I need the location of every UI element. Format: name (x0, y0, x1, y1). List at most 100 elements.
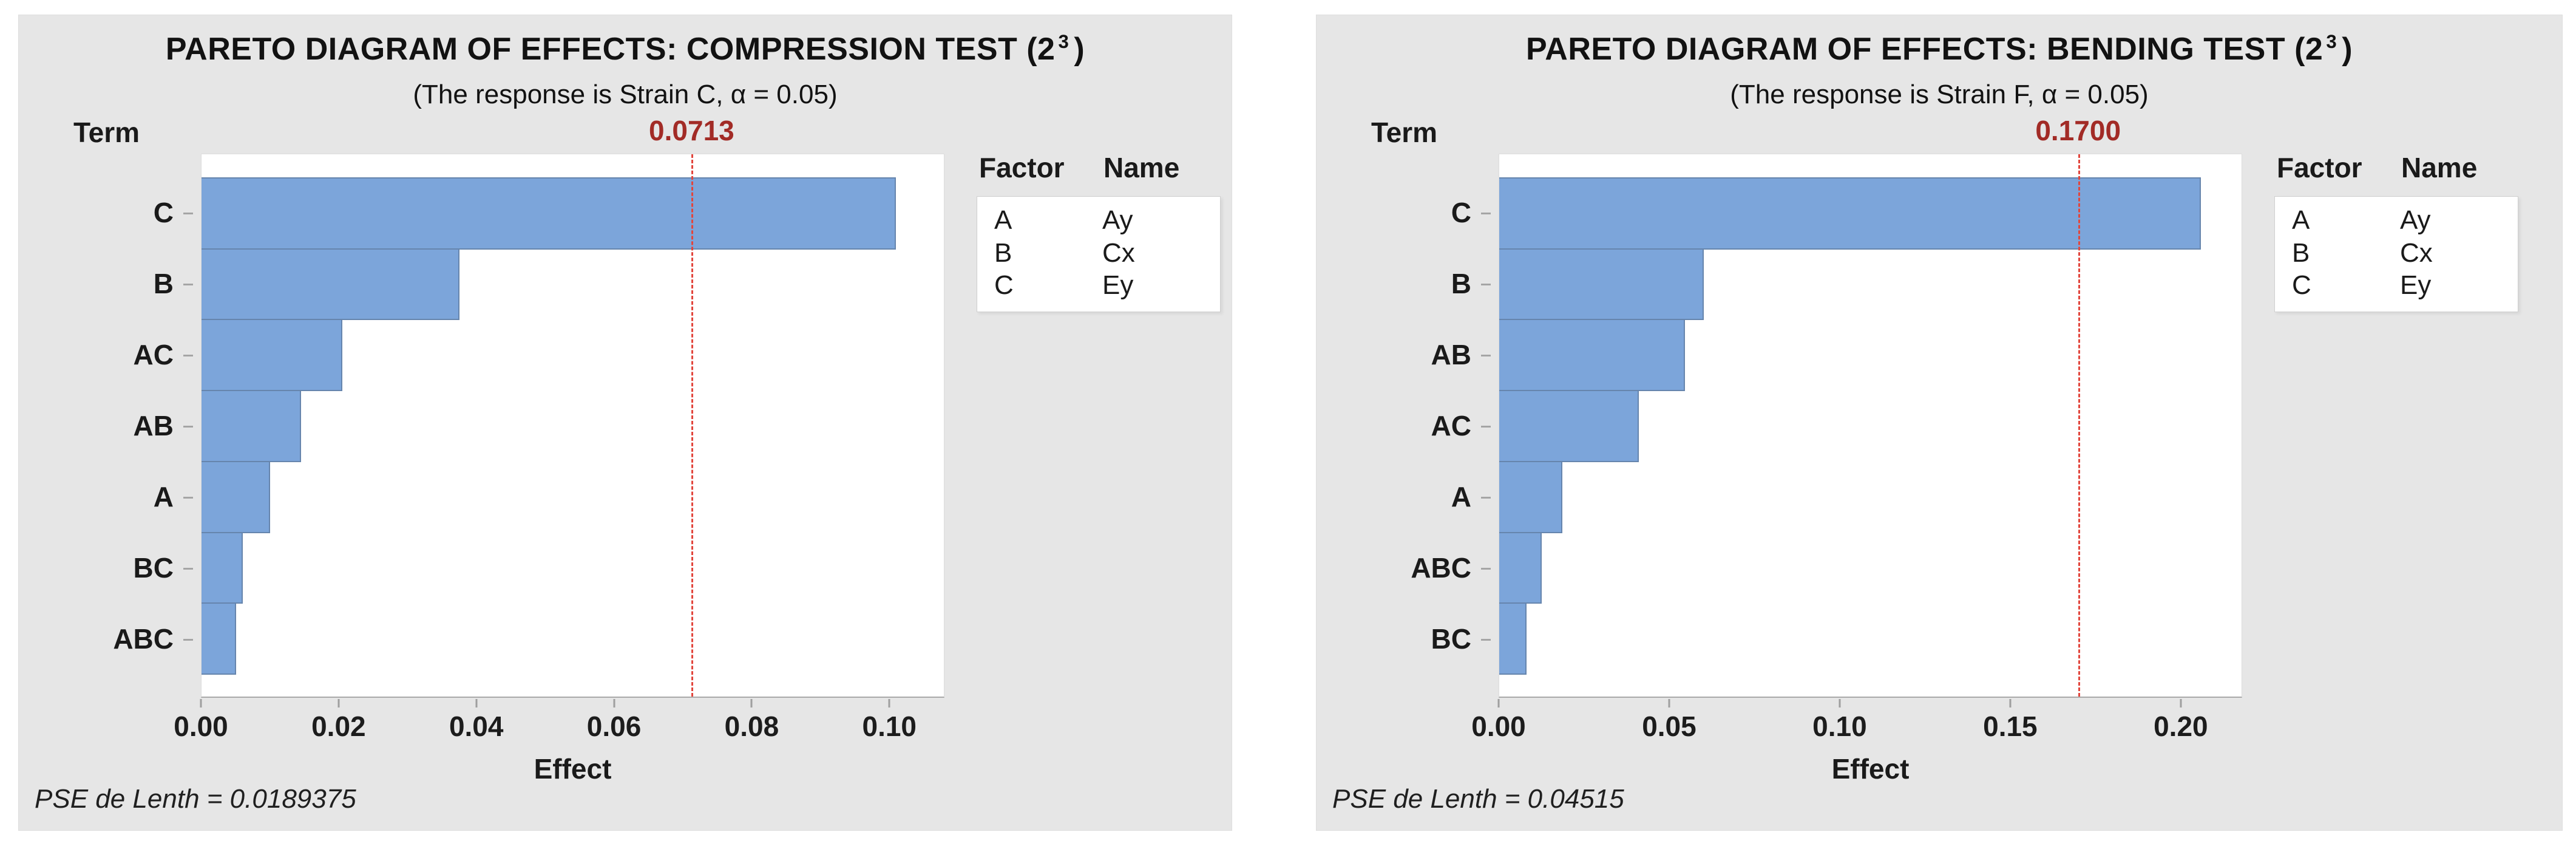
x-ticks: 0.00 0.05 0.10 0.15 0.20 (1471, 699, 2242, 751)
legend-header-name: Name (2401, 152, 2478, 183)
x-ticks: 0.00 0.02 0.04 0.06 0.08 0.10 (174, 699, 944, 751)
y-label-b: B (1350, 248, 1491, 319)
legend-header-factor: Factor (2277, 152, 2362, 183)
legend-header-name: Name (1103, 152, 1180, 183)
x-tick-label: 0.04 (449, 711, 504, 742)
y-label-c: C (1350, 177, 1491, 248)
bar-row (1499, 602, 2242, 675)
bar-ac (1499, 390, 1639, 462)
chart-title-suffix: ) (2342, 32, 2353, 67)
x-tick-label: 0.05 (1642, 711, 1696, 742)
bar-row (1499, 319, 2242, 392)
legend: Factor Name A Ay B Cx C Ey (977, 151, 1239, 313)
x-tick-label: 0.00 (1471, 711, 1526, 742)
chart-title-superscript: 3 (2326, 30, 2337, 52)
legend-headers: Factor Name (2274, 151, 2537, 184)
x-tick-mark (337, 699, 340, 707)
x-tick-mark (1497, 699, 1500, 707)
legend-row: B Cx (994, 237, 1220, 270)
chart-subtitle: (The response is Strain C, α = 0.05) (413, 80, 838, 109)
bar-a (202, 460, 271, 533)
chart-title-suffix: ) (1074, 32, 1085, 67)
bar-abc (1499, 531, 1542, 604)
x-axis-title: Effect (534, 753, 612, 785)
x-tick-mark (613, 699, 615, 707)
plot-area: 0.0713 (201, 115, 944, 698)
x-tick-mark (750, 699, 753, 707)
y-label-abc: ABC (52, 604, 193, 675)
bar-row (1499, 390, 2242, 462)
bar-row (202, 177, 944, 250)
legend-factor: B (2292, 237, 2310, 268)
x-tick-label: 0.00 (174, 711, 228, 742)
chart-title-text: PARETO DIAGRAM OF EFFECTS: BENDING TEST … (1525, 32, 2323, 67)
legend-row: A Ay (2292, 204, 2518, 237)
bar-c (1499, 177, 2201, 250)
chart-subtitle: (The response is Strain F, α = 0.05) (1730, 80, 2149, 109)
y-label-ab: AB (52, 390, 193, 461)
pareto-chart-compression: PARETO DIAGRAM OF EFFECTS: COMPRESSION T… (18, 15, 1232, 831)
reference-label: 0.0713 (649, 115, 734, 146)
bar-row (202, 248, 944, 321)
legend-name: Cx (2400, 237, 2433, 268)
bar-row (1499, 248, 2242, 321)
bar-abc (202, 602, 236, 675)
x-tick-label: 0.08 (724, 711, 779, 742)
legend-rows: A Ay B Cx C Ey (977, 196, 1221, 313)
reference-label: 0.1700 (2035, 115, 2121, 146)
bar-bc (1499, 602, 1527, 675)
y-label-a: A (52, 462, 193, 533)
legend-name: Ey (1102, 270, 1134, 301)
y-label-ab: AB (1350, 319, 1491, 390)
bar-row (202, 390, 944, 462)
y-labels: C B AC AB A BC ABC (52, 154, 193, 698)
bar-c (202, 177, 896, 250)
y-label-c: C (52, 177, 193, 248)
legend-factor: A (2292, 205, 2310, 235)
bar-row (202, 531, 944, 604)
legend-factor: C (2292, 270, 2311, 301)
legend-factor: A (994, 205, 1012, 235)
y-label-b: B (52, 248, 193, 319)
reference-line (2078, 154, 2080, 697)
x-tick-mark (1668, 699, 1670, 707)
bar-row (1499, 531, 2242, 604)
x-tick-mark (888, 699, 890, 707)
bar-row (202, 460, 944, 533)
legend-name: Ay (2400, 205, 2431, 235)
legend-row: A Ay (994, 204, 1220, 237)
bar-b (202, 248, 459, 321)
x-tick-label: 0.15 (1983, 711, 2038, 742)
chart-title: PARETO DIAGRAM OF EFFECTS: COMPRESSION T… (19, 31, 1232, 67)
legend-name: Ay (1102, 205, 1133, 235)
legend-name: Ey (2400, 270, 2432, 301)
x-tick-mark (2009, 699, 2012, 707)
y-label-bc: BC (52, 533, 193, 604)
bar-ac (202, 319, 343, 392)
legend-rows: A Ay B Cx C Ey (2274, 196, 2518, 313)
x-tick-label: 0.10 (862, 711, 917, 742)
y-label-a: A (1350, 462, 1491, 533)
x-tick-label: 0.20 (2154, 711, 2208, 742)
bars (1499, 154, 2242, 697)
y-labels: C B AB AC A ABC BC (1350, 154, 1491, 698)
chart-title: PARETO DIAGRAM OF EFFECTS: BENDING TEST … (1317, 31, 2562, 67)
legend-row: C Ey (994, 269, 1220, 302)
x-tick-mark (200, 699, 202, 707)
legend: Factor Name A Ay B Cx C Ey (2274, 151, 2537, 313)
footnote: PSE de Lenth = 0.04515 (1332, 784, 1624, 814)
legend-row: C Ey (2292, 269, 2518, 302)
y-label-ac: AC (52, 319, 193, 390)
reference-line (691, 154, 694, 697)
bar-bc (202, 531, 243, 604)
x-tick-label: 0.10 (1812, 711, 1867, 742)
legend-row: B Cx (2292, 237, 2518, 270)
chart-title-superscript: 3 (1058, 30, 1069, 52)
bar-row (1499, 460, 2242, 533)
legend-name: Cx (1102, 237, 1135, 268)
x-tick-label: 0.02 (311, 711, 366, 742)
bar-ab (1499, 319, 1685, 392)
bar-row (202, 602, 944, 675)
footnote: PSE de Lenth = 0.0189375 (35, 784, 356, 814)
bar-b (1499, 248, 1704, 321)
